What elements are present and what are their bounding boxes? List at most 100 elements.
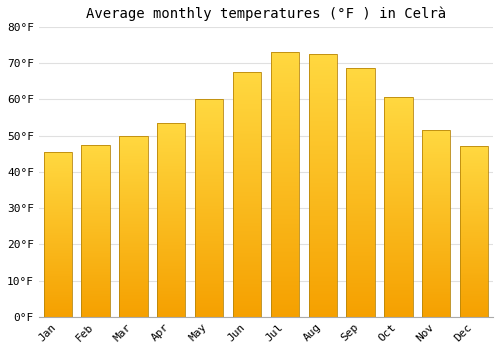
Bar (195, 124, 224, 125)
Bar (460, 148, 488, 149)
Bar (44, 182, 72, 183)
Bar (308, 133, 337, 134)
Bar (119, 136, 148, 137)
Bar (195, 99, 224, 100)
Bar (346, 198, 375, 199)
Bar (233, 259, 261, 260)
Bar (460, 311, 488, 312)
Bar (422, 171, 450, 172)
Bar (157, 312, 186, 313)
Bar (195, 132, 224, 133)
Bar (157, 306, 186, 307)
Bar (157, 292, 186, 293)
Bar (157, 259, 186, 260)
Bar (195, 246, 224, 247)
Bar (422, 169, 450, 170)
Bar (119, 225, 148, 226)
Bar (82, 182, 110, 183)
Bar (422, 130, 450, 131)
Bar (195, 107, 224, 108)
Bar (422, 229, 450, 230)
Bar (346, 191, 375, 193)
Bar (270, 154, 299, 155)
Bar (195, 146, 224, 147)
Bar (422, 188, 450, 189)
Bar (384, 203, 412, 204)
Bar (195, 307, 224, 308)
Bar (308, 147, 337, 149)
Bar (422, 186, 450, 187)
Bar (195, 276, 224, 278)
Bar (233, 282, 261, 284)
Bar (44, 298, 72, 299)
Bar (157, 188, 186, 189)
Bar (346, 160, 375, 162)
Bar (157, 143, 186, 144)
Bar (460, 276, 488, 277)
Bar (308, 208, 337, 209)
Bar (460, 275, 488, 276)
Bar (82, 277, 110, 278)
Bar (195, 125, 224, 126)
Bar (157, 177, 186, 178)
Bar (422, 298, 450, 299)
Bar (460, 218, 488, 219)
Bar (308, 68, 337, 70)
Bar (384, 121, 412, 123)
Bar (460, 238, 488, 239)
Bar (346, 220, 375, 221)
Bar (384, 197, 412, 198)
Bar (233, 156, 261, 158)
Bar (270, 174, 299, 175)
Bar (157, 142, 186, 143)
Bar (119, 305, 148, 306)
Bar (270, 178, 299, 179)
Bar (119, 274, 148, 275)
Bar (119, 226, 148, 227)
Bar (157, 305, 186, 306)
Bar (460, 297, 488, 298)
Bar (308, 240, 337, 242)
Bar (270, 92, 299, 93)
Bar (308, 127, 337, 129)
Bar (308, 61, 337, 62)
Bar (460, 208, 488, 209)
Bar (195, 117, 224, 118)
Bar (270, 300, 299, 301)
Bar (270, 237, 299, 239)
Bar (384, 150, 412, 151)
Bar (460, 158, 488, 159)
Bar (308, 288, 337, 289)
Bar (233, 89, 261, 90)
Bar (422, 157, 450, 158)
Bar (195, 305, 224, 306)
Bar (195, 309, 224, 310)
Bar (82, 171, 110, 172)
Bar (82, 165, 110, 166)
Bar (119, 166, 148, 167)
Bar (270, 145, 299, 146)
Bar (308, 255, 337, 256)
Bar (119, 308, 148, 309)
Bar (460, 216, 488, 217)
Bar (308, 166, 337, 167)
Bar (460, 265, 488, 266)
Bar (233, 102, 261, 103)
Bar (346, 70, 375, 71)
Bar (460, 245, 488, 246)
Bar (422, 244, 450, 245)
Bar (308, 90, 337, 91)
Bar (195, 301, 224, 302)
Bar (384, 260, 412, 261)
Bar (157, 217, 186, 218)
Bar (346, 267, 375, 268)
Bar (82, 163, 110, 164)
Bar (270, 100, 299, 101)
Bar (82, 240, 110, 241)
Bar (157, 190, 186, 191)
Bar (460, 302, 488, 303)
Bar (119, 230, 148, 231)
Bar (270, 182, 299, 183)
Bar (82, 270, 110, 271)
Bar (157, 126, 186, 127)
